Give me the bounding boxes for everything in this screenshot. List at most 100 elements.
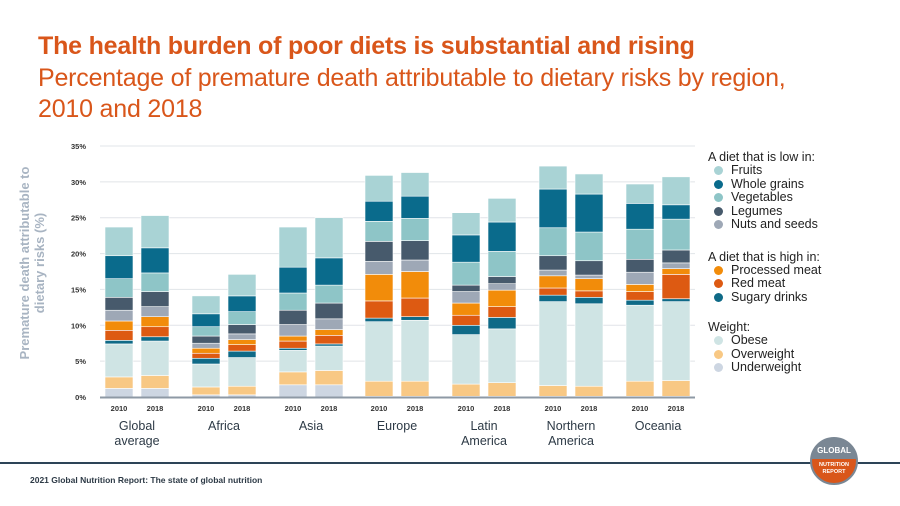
logo-bottom-text: NUTRITION REPORT [812,458,856,483]
bar-segment-red-meat [451,314,481,326]
y-tick-label: 35% [71,142,86,151]
bar-segment-red-meat [227,344,257,352]
legend-swatch-icon [714,220,723,230]
legend-item: Fruits [708,163,821,178]
bar-segment-sugary-drinks [364,317,394,323]
legend-group: Weight: Obese Overweight Underweight [708,320,821,375]
legend-item: Whole grains [708,177,821,192]
bar-segment-vegetables [364,221,394,242]
bar-segment-fruits [364,175,394,202]
bar-segment-obese [538,301,568,386]
legend-item: Vegetables [708,190,821,205]
legend-item-label: Underweight [731,360,802,374]
x-tick-label: 2010 [371,404,388,413]
region-label-line: Europe [376,419,418,433]
bar-segment-whole-grains [400,195,430,219]
bar-segment-obese [451,334,481,385]
bar-segment-underweight [104,388,134,398]
region-label-line: Asia [298,419,324,433]
legend-swatch-icon [714,292,723,302]
bar-segment-obese [314,345,344,371]
bar-segment-red-meat [574,290,604,298]
legend-group: A diet that is low in: Fruits Whole grains… [708,150,821,232]
y-tick-label: 25% [71,214,86,223]
bar-segment-processed-meat [364,274,394,302]
bar-segment-vegetables [487,251,517,277]
legend-item: Underweight [708,360,821,375]
bar-segment-sugary-drinks [625,299,655,306]
logo-bottom-line-1: NUTRITION [819,461,849,468]
bar-stack [451,212,481,398]
bar-segment-obese [487,328,517,383]
bar-segment-fruits [140,215,170,249]
legend-swatch-icon [714,363,723,373]
bar-segment-vegetables [104,278,134,298]
bar-segment-legumes [227,324,257,335]
bar-segment-red-meat [538,287,568,296]
bar-segment-sugary-drinks [278,347,308,351]
legend-item-label: Sugary drinks [731,289,808,304]
bar-segment-processed-meat [574,278,604,292]
bar-segment-legumes [400,240,430,261]
x-tick-label: 2018 [234,404,251,413]
legend-item: Sugary drinks [708,289,821,305]
bar-segment-nuts-and-seeds [364,261,394,275]
region-label: Europe [352,419,442,434]
bar-segment-legumes [191,335,221,344]
bar-segment-nuts-and-seeds [538,269,568,277]
bar-segment-sugary-drinks [191,357,221,365]
bar-segment-red-meat [314,335,344,345]
bar-segment-red-meat [364,300,394,319]
x-tick-label: 2010 [458,404,475,413]
bar-segment-fruits [661,176,691,206]
x-tick-label: 2010 [198,404,215,413]
bar-segment-red-meat [487,306,517,318]
region-label-line: America [548,434,594,448]
global-nutrition-report-logo: GLOBAL NUTRITION REPORT [810,437,858,485]
bar-segment-red-meat [104,330,134,341]
bar-segment-fruits [104,226,134,257]
legend-item: Legumes [708,203,821,219]
region-label: Northern America [526,419,616,449]
bar-segment-processed-meat [314,329,344,336]
bar-segment-overweight [104,376,134,389]
bar-segment-obese [400,319,430,382]
bar-segment-red-meat [191,352,221,359]
bar-segment-overweight [487,382,517,397]
bar-segment-overweight [364,380,394,397]
region-label: Africa [179,419,269,434]
bar-segment-overweight [191,386,221,396]
chart-title: The health burden of poor diets is subst… [38,32,695,60]
x-tick-label: 2018 [581,404,598,413]
bar-segment-fruits [538,165,568,190]
bar-segment-fruits [314,217,344,259]
bar-segment-overweight [574,385,604,397]
legend-item: Nuts and seeds [708,217,821,232]
bar-segment-red-meat [140,326,170,338]
bar-segment-whole-grains [278,266,308,294]
bar-segment-underweight [140,388,170,398]
bar-segment-vegetables [314,284,344,304]
legend-item-label: Legumes [731,203,783,218]
x-tick-label: 2018 [668,404,685,413]
bar-segment-fruits [574,173,604,195]
bar-stack [140,215,170,398]
y-tick-label: 0% [75,393,86,402]
bar-segment-sugary-drinks [538,294,568,302]
bar-segment-nuts-and-seeds [278,324,308,337]
y-tick-label: 30% [71,178,86,187]
bar-segment-legumes [661,249,691,264]
bar-segment-vegetables [140,272,170,292]
bar-stack [314,217,344,398]
bar-segment-nuts-and-seeds [314,318,344,330]
bar-segment-vegetables [625,228,655,260]
bar-segment-whole-grains [227,295,257,312]
bar-segment-sugary-drinks [400,316,430,321]
bar-segment-obese [278,350,308,373]
bar-segment-processed-meat [278,335,308,342]
bar-segment-red-meat [278,340,308,349]
legend-swatch-icon [714,265,723,275]
bar-segment-overweight [538,385,568,397]
bar-segment-nuts-and-seeds [451,291,481,304]
